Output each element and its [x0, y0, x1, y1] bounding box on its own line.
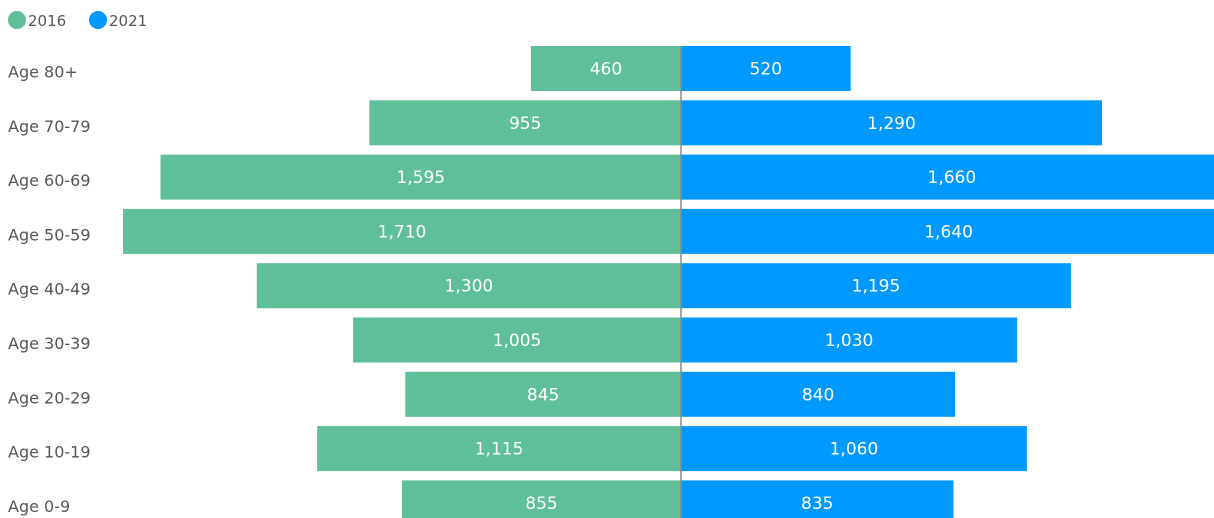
bar-2021: [681, 154, 1214, 200]
bar-2021: [681, 371, 956, 417]
bar-2016: [256, 263, 681, 309]
legend-label-2021: 2021: [109, 12, 147, 30]
bar-label-2021: 1,660: [928, 168, 977, 188]
bar-label-2021: 840: [802, 385, 834, 405]
bar-label-2016: 1,005: [493, 331, 542, 351]
category-label: Age 30-39: [8, 334, 91, 353]
category-label: Age 80+: [8, 63, 78, 82]
category-label: Age 20-29: [8, 388, 91, 407]
bar-2016: [123, 208, 681, 254]
bar-2016: [369, 100, 681, 146]
bar-2016: [353, 317, 681, 363]
bar-label-2016: 855: [525, 494, 557, 514]
bar-label-2016: 460: [590, 60, 622, 80]
bar-label-2016: 1,710: [378, 222, 427, 242]
category-label: Age 10-19: [8, 443, 91, 462]
bar-label-2021: 1,030: [825, 331, 874, 351]
bar-label-2021: 1,290: [867, 114, 916, 134]
bar-2016: [530, 46, 681, 91]
bar-2016: [160, 154, 682, 200]
bar-2021: [681, 208, 1214, 254]
category-label: Age 0-9: [8, 497, 70, 516]
legend-swatch-2016: [8, 11, 26, 29]
bar-label-2021: 520: [750, 60, 782, 80]
bar-2016: [402, 480, 681, 518]
bar-label-2021: 1,195: [852, 277, 901, 297]
bar-label-2016: 1,300: [445, 277, 494, 297]
bar-2021: [681, 100, 1102, 146]
bar-label-2016: 1,115: [475, 440, 524, 460]
bar-label-2016: 955: [509, 114, 541, 134]
legend-label-2016: 2016: [28, 12, 66, 30]
legend-swatch-2021: [89, 11, 107, 29]
bar-label-2021: 835: [801, 494, 833, 514]
bar-2021: [681, 480, 954, 518]
category-label: Age 50-59: [8, 225, 91, 244]
bar-2016: [405, 371, 681, 417]
bar-2021: [681, 317, 1018, 363]
bar-label-2021: 1,640: [924, 222, 973, 242]
bar-2021: [681, 263, 1071, 309]
category-label: Age 40-49: [8, 280, 91, 299]
bar-2016: [317, 426, 681, 472]
category-label: Age 60-69: [8, 171, 91, 190]
bar-2021: [681, 426, 1027, 472]
category-label: Age 70-79: [8, 117, 91, 136]
bar-label-2021: 1,060: [830, 440, 879, 460]
bar-label-2016: 845: [527, 385, 559, 405]
bar-2021: [681, 46, 851, 91]
bar-label-2016: 1,595: [396, 168, 445, 188]
